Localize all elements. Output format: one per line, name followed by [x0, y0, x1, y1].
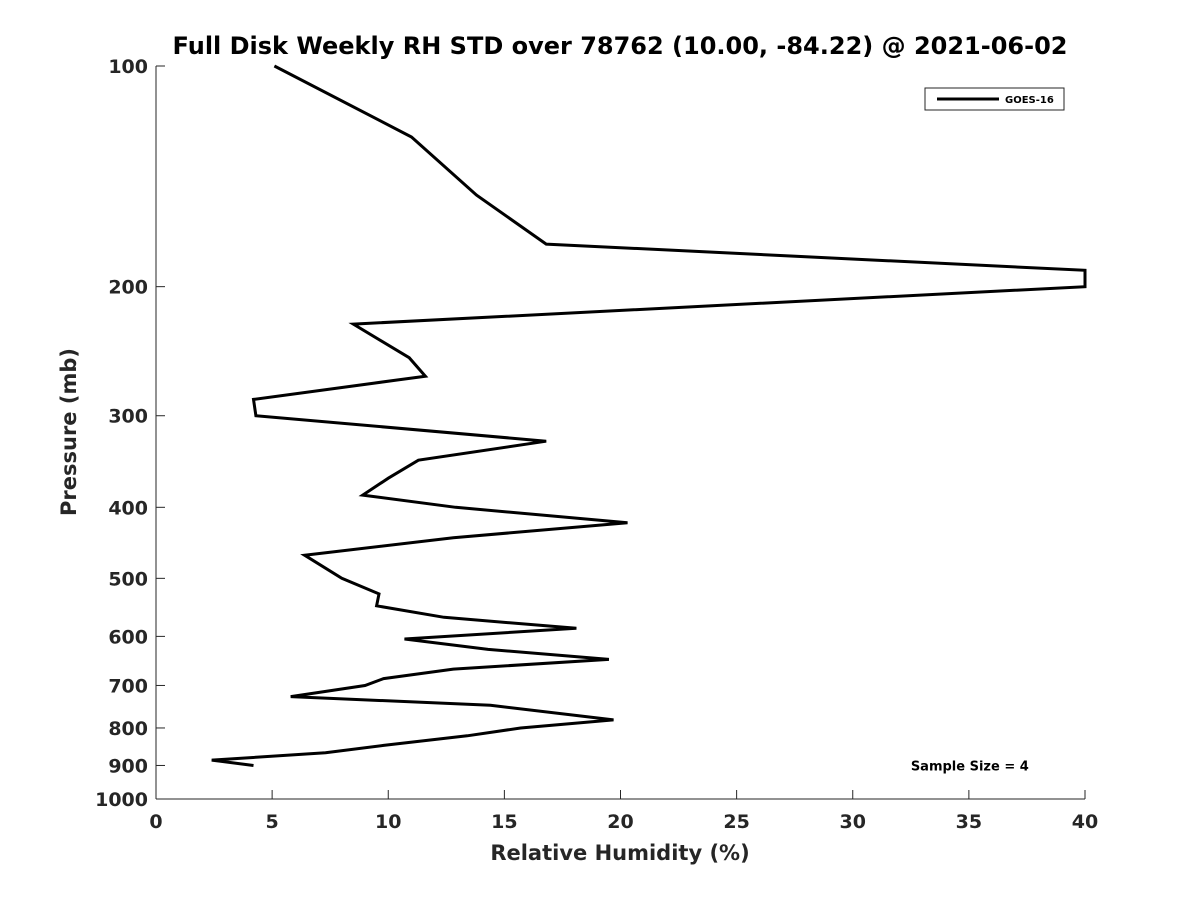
y-tick-label: 1000 [95, 789, 148, 811]
y-axis-label: Pressure (mb) [57, 348, 81, 516]
legend: GOES-16 [924, 87, 1065, 111]
x-tick-label: 30 [840, 811, 866, 833]
y-axis-ticks: 100 200 300 400 500 600 700 800 900 1000 [95, 56, 165, 811]
x-tick-label: 10 [375, 811, 401, 833]
x-tick-label: 40 [1072, 811, 1098, 833]
y-tick-label: 200 [108, 277, 148, 299]
y-tick-label: 900 [108, 755, 148, 777]
y-tick-label: 300 [108, 406, 148, 428]
chart-title: Full Disk Weekly RH STD over 78762 (10.0… [173, 32, 1068, 60]
y-tick-label: 800 [108, 718, 148, 740]
x-tick-label: 20 [607, 811, 633, 833]
x-tick-label: 15 [491, 811, 517, 833]
plot-area [156, 66, 1085, 799]
legend-label-goes-16: GOES-16 [1005, 95, 1054, 106]
y-tick-label: 500 [108, 568, 148, 590]
x-tick-label: 35 [956, 811, 982, 833]
y-tick-label: 600 [108, 626, 148, 648]
x-axis-label: Relative Humidity (%) [490, 841, 749, 865]
series-line-goes-16 [211, 64, 1087, 767]
y-tick-label: 700 [108, 675, 148, 697]
x-tick-label: 0 [149, 811, 162, 833]
sample-size-annotation: Sample Size = 4 [911, 759, 1029, 774]
x-tick-label: 25 [723, 811, 749, 833]
y-tick-label: 100 [108, 56, 148, 78]
y-tick-label: 400 [108, 497, 148, 519]
x-axis-ticks: 0 5 10 15 20 25 30 35 40 [149, 790, 1098, 833]
series-layer [211, 64, 1087, 767]
x-tick-label: 5 [266, 811, 279, 833]
